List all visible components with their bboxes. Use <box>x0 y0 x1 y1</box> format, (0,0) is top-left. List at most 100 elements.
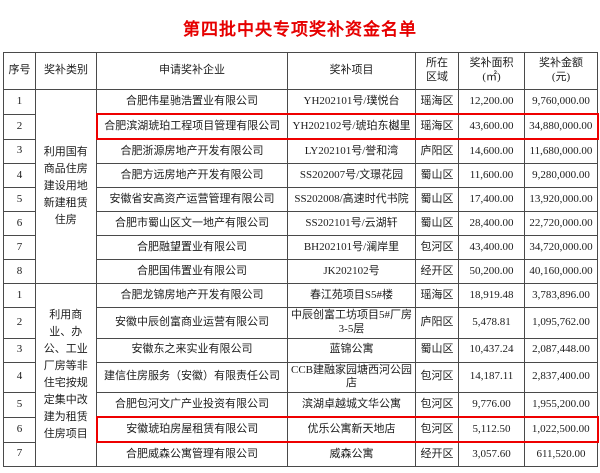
cell-amount: 1,095,762.00 <box>524 307 598 339</box>
cell-serial: 1 <box>3 283 36 308</box>
cell-serial: 4 <box>3 361 36 393</box>
column-header: 序号 <box>3 52 36 90</box>
cell-company: 合肥滨湖琥珀工程项目管理有限公司 <box>95 113 288 140</box>
cell-project: SS202101号/云湖轩 <box>287 211 416 236</box>
cell-company: 合肥龙锦房地产开发有限公司 <box>96 283 288 308</box>
cell-area: 5,112.50 <box>458 416 525 443</box>
cell-area: 18,919.48 <box>458 283 525 308</box>
table-row: 3 合肥浙源房地产开发有限公司 LY202101号/誉和湾 庐阳区 14,600.00 1… <box>3 138 598 164</box>
cell-serial: 8 <box>3 259 36 284</box>
cell-project: YH202101号/璞悦台 <box>287 89 416 115</box>
cell-region: 包河区 <box>415 235 459 260</box>
column-header: 奖补金额 (元) <box>524 52 598 90</box>
cell-project: BH202101号/澜岸里 <box>287 235 416 260</box>
cell-company: 安徽中辰创富商业运营有限公司 <box>96 307 288 339</box>
cell-area: 28,400.00 <box>458 211 525 236</box>
cell-company: 合肥伟星驰浩置业有限公司 <box>96 89 288 115</box>
cell-company: 建信住房服务（安徽）有限责任公司 <box>96 361 288 393</box>
cell-company: 合肥国伟置业有限公司 <box>96 259 288 284</box>
cell-serial: 5 <box>3 392 36 418</box>
cell-amount: 2,087,448.00 <box>524 337 598 363</box>
cell-serial: 6 <box>3 416 36 443</box>
cell-project: JK202102号 <box>287 259 416 284</box>
cell-company: 合肥浙源房地产开发有限公司 <box>96 138 288 164</box>
cell-region: 包河区 <box>415 416 459 443</box>
cell-serial: 2 <box>3 113 36 140</box>
table-row: 6 合肥市蜀山区文一地产有限公司 SS202101号/云湖轩 蜀山区 28,400.00… <box>3 211 598 236</box>
cell-serial: 7 <box>3 235 36 260</box>
cell-serial: 3 <box>3 337 36 363</box>
cell-area: 43,400.00 <box>458 235 525 260</box>
cell-area: 10,437.24 <box>458 337 525 363</box>
cell-project: SS202008/高速时代书院 <box>287 187 416 212</box>
cell-company: 安徽琥珀房屋租赁有限公司 <box>95 416 288 443</box>
cell-region: 蜀山区 <box>415 163 459 188</box>
cell-category: 利用国有商品住房建设用地新建租赁住房 <box>35 89 97 284</box>
cell-region: 蜀山区 <box>415 211 459 236</box>
column-header: 奖补面积 (㎡) <box>458 52 525 90</box>
cell-serial: 3 <box>3 138 36 164</box>
column-header: 奖补类别 <box>35 52 97 90</box>
cell-project: 威森公寓 <box>287 441 416 467</box>
cell-company: 安徽省安高资产运营管理有限公司 <box>96 187 288 212</box>
cell-amount: 611,520.00 <box>524 441 598 467</box>
cell-serial: 2 <box>3 307 36 339</box>
cell-region: 包河区 <box>415 361 459 393</box>
cell-area: 3,057.60 <box>458 441 525 467</box>
cell-company: 合肥市蜀山区文一地产有限公司 <box>96 211 288 236</box>
cell-region: 庐阳区 <box>415 138 459 164</box>
cell-area: 17,400.00 <box>458 187 525 212</box>
table-row: 4 合肥方远房地产开发有限公司 SS202007号/文璟花园 蜀山区 11,600.00… <box>3 163 598 188</box>
cell-project: 春江苑项目S5#楼 <box>287 283 416 308</box>
column-header: 奖补项目 <box>287 52 416 90</box>
cell-amount: 9,280,000.00 <box>524 163 598 188</box>
cell-region: 庐阳区 <box>415 307 459 339</box>
cell-region: 蜀山区 <box>415 187 459 212</box>
cell-project: 优乐公寓新天地店 <box>287 416 416 443</box>
header-row: 序号 奖补类别 申请奖补企业 奖补项目 所在 区域 奖补面积 (㎡) 奖补金额 (元) <box>3 52 598 90</box>
table-row: 3 安徽东之来实业有限公司 蓝锦公寓 蜀山区 10,437.24 2,087,448.00 <box>3 337 598 363</box>
cell-region: 包河区 <box>415 392 459 418</box>
cell-serial: 1 <box>3 89 36 115</box>
cell-serial: 6 <box>3 211 36 236</box>
cell-amount: 11,680,000.00 <box>524 138 598 164</box>
cell-project: 蓝锦公寓 <box>287 337 416 363</box>
cell-project: YH202102号/琥珀东樾里 <box>287 113 416 140</box>
cell-region: 瑶海区 <box>415 113 459 140</box>
cell-region: 经开区 <box>415 259 459 284</box>
cell-project: 滨湖卓越城文华公寓 <box>287 392 416 418</box>
cell-amount: 1,022,500.00 <box>524 416 599 443</box>
table-row: 2 安徽中辰创富商业运营有限公司 中辰创富工坊项目5#厂房3-5层 庐阳区 5,478.… <box>3 307 598 339</box>
cell-amount: 9,760,000.00 <box>524 89 598 115</box>
cell-project: LY202101号/誉和湾 <box>287 138 416 164</box>
column-header: 所在 区域 <box>415 52 459 90</box>
cell-project: CCB建融家园塘西河公园店 <box>287 361 416 393</box>
cell-area: 14,600.00 <box>458 138 525 164</box>
subsidy-table: 序号 奖补类别 申请奖补企业 奖补项目 所在 区域 奖补面积 (㎡) 奖补金额 (元) 1 利用国有… <box>3 52 599 467</box>
cell-region: 蜀山区 <box>415 337 459 363</box>
cell-region: 经开区 <box>415 441 459 467</box>
table-row: 6 安徽琥珀房屋租赁有限公司 优乐公寓新天地店 包河区 5,112.50 1,022,50… <box>3 416 599 443</box>
cell-category: 利用商业、办公、工业厂房等非住宅按规定集中改建为租赁住房项目 <box>35 283 97 467</box>
cell-company: 合肥威森公寓管理有限公司 <box>96 441 288 467</box>
cell-area: 14,187.11 <box>458 361 525 393</box>
table-row: 2 合肥滨湖琥珀工程项目管理有限公司 YH202102号/琥珀东樾里 瑶海区 43,60… <box>3 113 599 140</box>
cell-amount: 2,837,400.00 <box>524 361 598 393</box>
cell-area: 43,600.00 <box>458 113 525 140</box>
table-row: 1 利用商业、办公、工业厂房等非住宅按规定集中改建为租赁住房项目 合肥龙锦房地产开发… <box>3 283 598 467</box>
cell-project: SS202007号/文璟花园 <box>287 163 416 188</box>
cell-serial: 7 <box>3 441 36 467</box>
cell-serial: 4 <box>3 163 36 188</box>
cell-amount: 34,880,000.00 <box>524 113 599 140</box>
table-body: 1 利用国有商品住房建设用地新建租赁住房 合肥伟星驰浩置业有限公司 YH202101号… <box>3 89 599 467</box>
table-row: 7 合肥融望置业有限公司 BH202101号/澜岸里 包河区 43,400.00 34,7… <box>3 235 598 260</box>
cell-area: 12,200.00 <box>458 89 525 115</box>
cell-company: 合肥包河文广产业投资有限公司 <box>96 392 288 418</box>
cell-serial: 5 <box>3 187 36 212</box>
cell-amount: 1,955,200.00 <box>524 392 598 418</box>
column-header: 申请奖补企业 <box>96 52 288 90</box>
cell-area: 11,600.00 <box>458 163 525 188</box>
cell-area: 9,776.00 <box>458 392 525 418</box>
table-row: 5 安徽省安高资产运营管理有限公司 SS202008/高速时代书院 蜀山区 17,400… <box>3 187 598 212</box>
cell-region: 瑶海区 <box>415 89 459 115</box>
